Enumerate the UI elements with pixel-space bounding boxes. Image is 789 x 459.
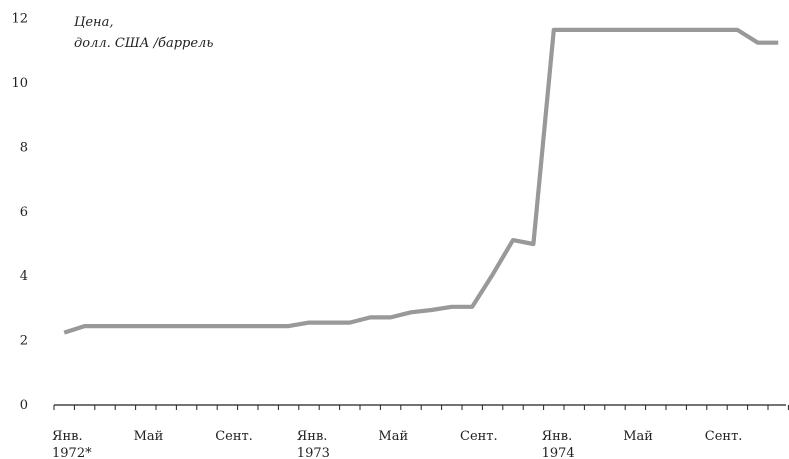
x-tick-label-0: Янв. (52, 429, 83, 444)
y-axis-ticks: 0 2 4 6 8 10 12 (11, 12, 28, 413)
x-tick-label-3: Янв. (297, 429, 328, 444)
x-tick-year-0: 1972* (52, 446, 92, 459)
x-axis: Янв. 1972* Май Сент. Янв. 1973 Май Сент. Янв. 197… (52, 404, 789, 459)
x-tick-year-6: 1974 (542, 446, 575, 459)
y-tick-label-0: 0 (20, 398, 28, 413)
x-tick-label-5: Сент. (460, 429, 498, 444)
x-tick-label-7: Май (623, 429, 653, 444)
price-line (63, 27, 779, 335)
y-axis-label-line-2: долл. США /баррель (74, 36, 213, 51)
x-tick-label-6: Янв. (542, 429, 573, 444)
x-tick-year-3: 1973 (297, 446, 330, 459)
x-tick-label-4: Май (378, 429, 408, 444)
x-tick-label-1: Май (134, 429, 164, 444)
x-tick-label-8: Сент. (705, 429, 743, 444)
y-tick-label-2: 2 (20, 334, 28, 349)
y-tick-label-12: 12 (11, 12, 28, 27)
y-tick-label-8: 8 (20, 140, 28, 155)
y-axis-label-line-1: Цена, (74, 15, 113, 30)
y-tick-label-4: 4 (20, 269, 28, 284)
y-tick-label-10: 10 (11, 76, 28, 91)
x-tick-label-2: Сент. (215, 429, 253, 444)
series-group (63, 27, 779, 335)
y-tick-label-6: 6 (20, 205, 28, 220)
